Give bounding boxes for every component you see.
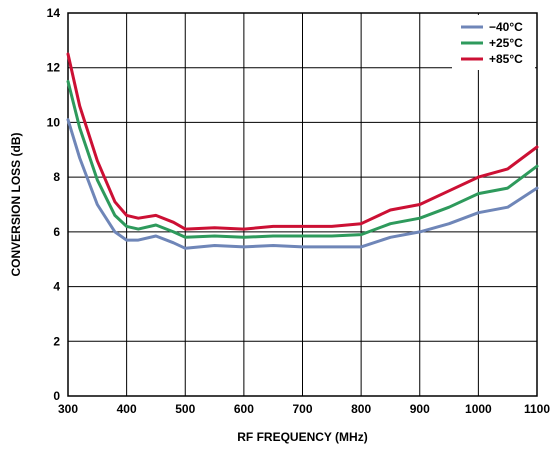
y-tick-label: 10 xyxy=(47,115,61,129)
y-tick-labels: 0 2 4 6 8 10 12 14 xyxy=(47,6,61,403)
chart-series xyxy=(66,52,539,250)
x-tick-label: 500 xyxy=(175,402,195,416)
series-line xyxy=(66,79,539,239)
y-tick-label: 2 xyxy=(53,334,60,348)
chart-legend: −40°C +25°C +85°C xyxy=(452,15,535,70)
x-tick-label: 700 xyxy=(292,402,312,416)
legend-label: +25°C xyxy=(489,36,523,50)
chart-grid xyxy=(67,12,538,397)
y-tick-label: 8 xyxy=(53,170,60,184)
series-line xyxy=(66,52,539,231)
legend-label: −40°C xyxy=(489,20,523,34)
x-tick-label: 1000 xyxy=(465,402,492,416)
x-tick-label: 600 xyxy=(234,402,254,416)
plot-frame xyxy=(67,12,538,397)
x-tick-label: 800 xyxy=(351,402,371,416)
x-tick-label: 300 xyxy=(58,402,78,416)
x-tick-label: 900 xyxy=(410,402,430,416)
y-tick-label: 14 xyxy=(47,6,61,20)
y-tick-label: 6 xyxy=(53,225,60,239)
x-tick-labels: 300 400 500 600 700 800 900 1000 1100 xyxy=(58,402,550,416)
series-line xyxy=(66,118,539,250)
x-tick-label: 400 xyxy=(117,402,137,416)
y-axis-title: CONVERSION LOSS (dB) xyxy=(9,132,23,276)
y-tick-label: 0 xyxy=(53,389,60,403)
y-tick-label: 12 xyxy=(47,61,61,75)
y-tick-label: 4 xyxy=(53,280,60,294)
legend-label: +85°C xyxy=(489,52,523,66)
x-axis-title: RF FREQUENCY (MHz) xyxy=(237,430,367,444)
x-tick-label: 1100 xyxy=(524,402,550,416)
